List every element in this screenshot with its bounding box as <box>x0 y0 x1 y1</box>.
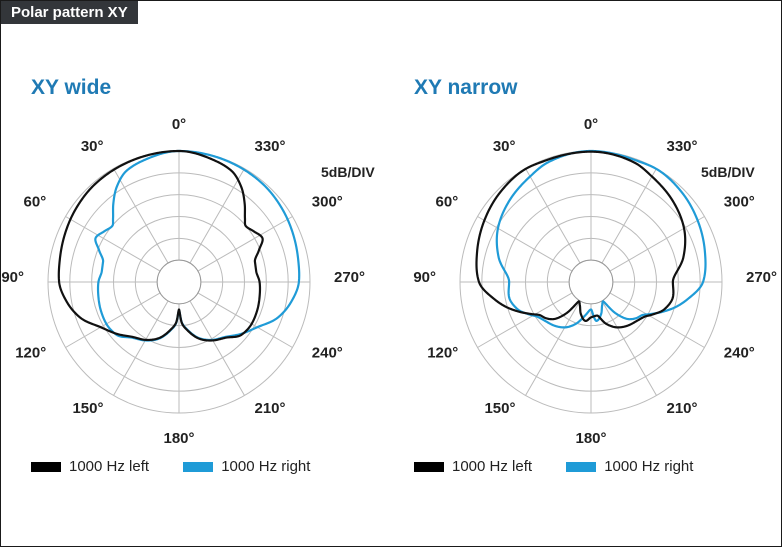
svg-text:240°: 240° <box>312 345 343 362</box>
svg-text:300°: 300° <box>724 194 755 211</box>
svg-text:270°: 270° <box>746 269 777 286</box>
svg-text:240°: 240° <box>724 345 755 362</box>
svg-text:90°: 90° <box>413 269 436 286</box>
svg-text:180°: 180° <box>575 430 606 447</box>
svg-text:150°: 150° <box>484 400 515 417</box>
svg-text:210°: 210° <box>255 400 286 417</box>
svg-text:330°: 330° <box>667 138 698 155</box>
svg-text:0°: 0° <box>172 116 186 133</box>
svg-text:180°: 180° <box>163 430 194 447</box>
svg-text:300°: 300° <box>312 194 343 211</box>
svg-text:30°: 30° <box>81 138 104 155</box>
svg-text:90°: 90° <box>1 269 24 286</box>
svg-text:0°: 0° <box>584 116 598 133</box>
svg-text:270°: 270° <box>334 269 365 286</box>
svg-text:120°: 120° <box>15 345 46 362</box>
svg-text:120°: 120° <box>427 345 458 362</box>
svg-text:330°: 330° <box>255 138 286 155</box>
svg-text:150°: 150° <box>72 400 103 417</box>
svg-text:210°: 210° <box>667 400 698 417</box>
svg-text:60°: 60° <box>436 194 459 211</box>
svg-text:60°: 60° <box>24 194 47 211</box>
svg-text:30°: 30° <box>493 138 516 155</box>
